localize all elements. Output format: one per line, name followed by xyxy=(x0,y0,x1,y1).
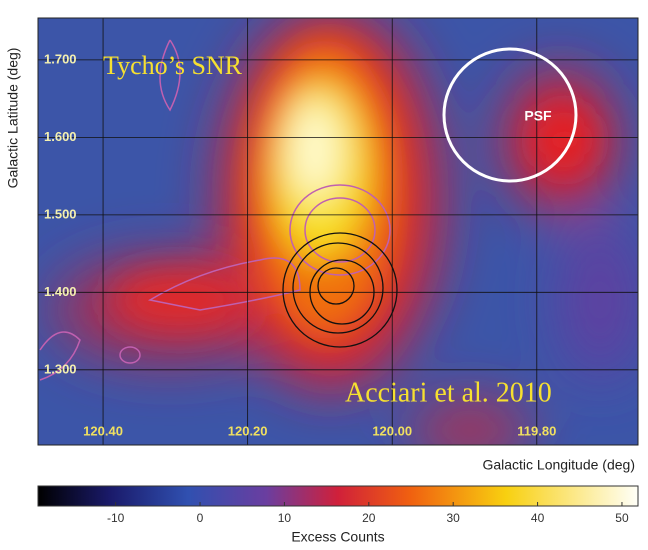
x-tick-label: 119.80 xyxy=(517,423,556,438)
colorbar xyxy=(38,486,638,506)
colorbar-label: Excess Counts xyxy=(291,529,384,545)
y-tick-label: 1.500 xyxy=(44,206,77,221)
chart: PSF Tycho’s SNR Acciari et al. 2010 Gala… xyxy=(0,0,648,550)
y-tick-label: 1.700 xyxy=(44,51,77,66)
annotation: Tycho’s SNR xyxy=(103,51,243,80)
annotation: PSF xyxy=(524,108,552,124)
colorbar-tick-label: -10 xyxy=(107,511,125,525)
colorbar-tick-label: 0 xyxy=(197,511,204,525)
x-axis-label: Galactic Longitude (deg) xyxy=(482,457,635,473)
colorbar-tick-label: 40 xyxy=(531,511,545,525)
y-axis-label: Galactic Latitude (deg) xyxy=(5,48,21,189)
x-tick-label: 120.40 xyxy=(83,423,123,438)
y-tick-label: 1.400 xyxy=(44,284,77,299)
colorbar-tick-label: 50 xyxy=(615,511,629,525)
colorbar-tick-label: 30 xyxy=(447,511,461,525)
x-tick-label: 120.20 xyxy=(228,423,268,438)
colorbar-tick-label: 20 xyxy=(362,511,376,525)
colorbar-tick-label: 10 xyxy=(278,511,292,525)
annotation: Acciari et al. 2010 xyxy=(345,377,552,408)
y-tick-label: 1.600 xyxy=(44,129,77,144)
x-tick-label: 120.00 xyxy=(372,423,412,438)
y-tick-label: 1.300 xyxy=(44,361,77,376)
